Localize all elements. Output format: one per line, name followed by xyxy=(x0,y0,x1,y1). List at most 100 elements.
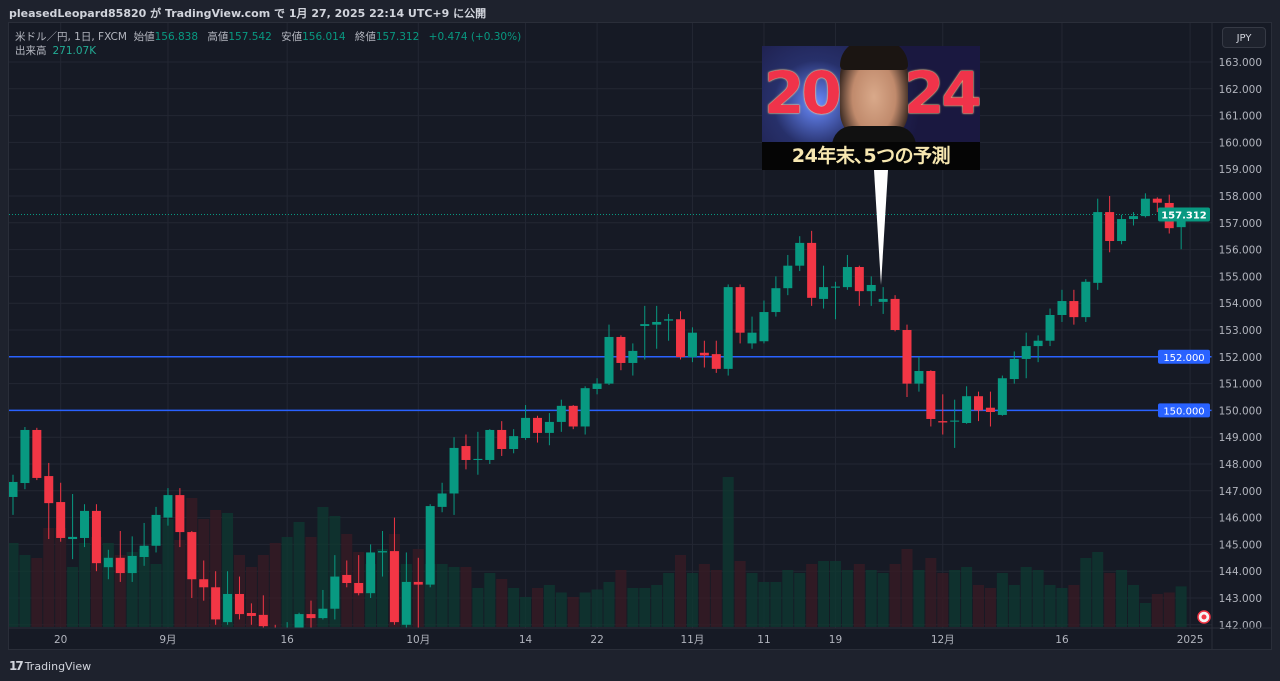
price-tick-label: 161.000 xyxy=(1219,111,1262,123)
time-tick-label: 2025 xyxy=(1177,634,1204,646)
price-tick-label: 142.000 xyxy=(1219,620,1262,632)
volume-bar xyxy=(317,507,329,627)
thumbnail-caption: 24年末､5つの予測 xyxy=(762,142,980,170)
candle-up xyxy=(842,267,852,288)
candle-up xyxy=(139,545,149,557)
volume-bar xyxy=(114,555,126,627)
hline-price-badge-label: 150.000 xyxy=(1163,406,1204,417)
volume-bar xyxy=(639,588,651,627)
volume-bar xyxy=(424,564,436,627)
candle-down xyxy=(271,630,280,635)
volume-bar xyxy=(126,552,138,627)
volume-bar xyxy=(1092,552,1104,627)
volume-bar xyxy=(567,597,579,627)
close-value: 157.312 xyxy=(375,31,420,43)
time-tick-label: 11月 xyxy=(681,634,705,646)
volume-bar xyxy=(79,543,91,627)
candle-up xyxy=(473,458,483,460)
candle-up xyxy=(830,286,840,288)
price-tick-label: 153.000 xyxy=(1219,325,1262,337)
volume-bar xyxy=(1163,592,1175,627)
candle-down xyxy=(985,407,995,413)
candle-up xyxy=(556,405,566,422)
candle-down xyxy=(91,510,101,564)
volume-bar xyxy=(937,573,949,627)
footer-brand[interactable]: 17 TradingView xyxy=(9,659,91,673)
volume-bar xyxy=(138,549,150,627)
candle-down xyxy=(1152,198,1162,203)
volume-bar xyxy=(1151,594,1163,627)
candle-up xyxy=(366,552,376,594)
plot-area[interactable] xyxy=(8,193,1213,646)
price-tick-label: 160.000 xyxy=(1219,137,1262,149)
volume-bar xyxy=(722,477,734,627)
volume-bar xyxy=(1080,558,1092,627)
person-body xyxy=(832,126,916,146)
volume-bar xyxy=(961,567,973,627)
volume-bar xyxy=(853,564,865,627)
volume-bar xyxy=(925,558,937,627)
candle-up xyxy=(1093,212,1103,283)
volume-bar xyxy=(520,597,532,627)
candle-up xyxy=(795,242,805,266)
candle-up xyxy=(509,436,519,449)
candle-up xyxy=(521,417,531,439)
volume-bar xyxy=(818,561,830,627)
volume-bar xyxy=(710,570,722,627)
volume-bar xyxy=(508,588,520,627)
volume-bar xyxy=(841,570,853,627)
time-tick-label: 9月 xyxy=(159,634,176,646)
volume-bar xyxy=(448,567,460,627)
candle-down xyxy=(938,421,948,423)
thumbnail-image: 20 24 xyxy=(762,46,980,146)
currency-button[interactable]: JPY xyxy=(1222,27,1266,48)
price-tick-label: 149.000 xyxy=(1219,432,1262,444)
time-tick-label: 11 xyxy=(757,634,770,646)
candle-up xyxy=(437,493,447,507)
candle-up xyxy=(103,557,113,568)
candle-up xyxy=(628,350,638,363)
brand-name: TradingView xyxy=(24,659,92,673)
candle-down xyxy=(497,429,507,449)
volume-bar xyxy=(889,564,901,627)
volume-bar xyxy=(663,573,675,627)
symbol-info[interactable]: 米ドル／円, 1日, FXCM xyxy=(15,31,127,43)
candle-down xyxy=(735,287,745,333)
last-price-badge-label: 157.312 xyxy=(1161,210,1207,221)
candle-up xyxy=(771,288,781,313)
candle-down xyxy=(1069,301,1079,318)
candle-up xyxy=(544,421,554,433)
candle-down xyxy=(902,330,912,384)
annotation-pointer xyxy=(874,170,888,285)
candle-down xyxy=(175,495,185,533)
hline-price-badge xyxy=(1158,349,1210,364)
jpy-flag-dot-icon xyxy=(1201,614,1207,620)
time-tick-label: 12月 xyxy=(931,634,955,646)
candle-up xyxy=(878,298,888,302)
candle-up xyxy=(783,265,793,289)
candle-down xyxy=(342,574,352,583)
candle-down xyxy=(676,319,686,358)
open-value: 156.838 xyxy=(154,31,198,43)
volume-bar xyxy=(782,570,794,627)
candle-up xyxy=(723,287,733,369)
volume-bar xyxy=(496,579,508,627)
price-tick-label: 157.000 xyxy=(1219,218,1262,230)
price-tick-label: 159.000 xyxy=(1219,164,1262,176)
candle-up xyxy=(318,608,328,619)
price-tick-label: 145.000 xyxy=(1219,539,1262,551)
volume-bar xyxy=(245,567,257,627)
candle-down xyxy=(234,593,244,615)
candle-up xyxy=(962,396,972,423)
candle-down xyxy=(354,582,364,594)
volume-bar xyxy=(734,561,746,627)
candle-down xyxy=(211,587,221,620)
candle-up xyxy=(592,383,602,389)
video-thumbnail-annotation[interactable]: 20 24 24年末､5つの予測 xyxy=(762,46,980,170)
candle-up xyxy=(997,378,1007,415)
volume-bar xyxy=(257,555,269,627)
candle-down xyxy=(306,614,316,619)
volume-bar xyxy=(913,570,925,627)
volume-bar xyxy=(901,549,913,627)
